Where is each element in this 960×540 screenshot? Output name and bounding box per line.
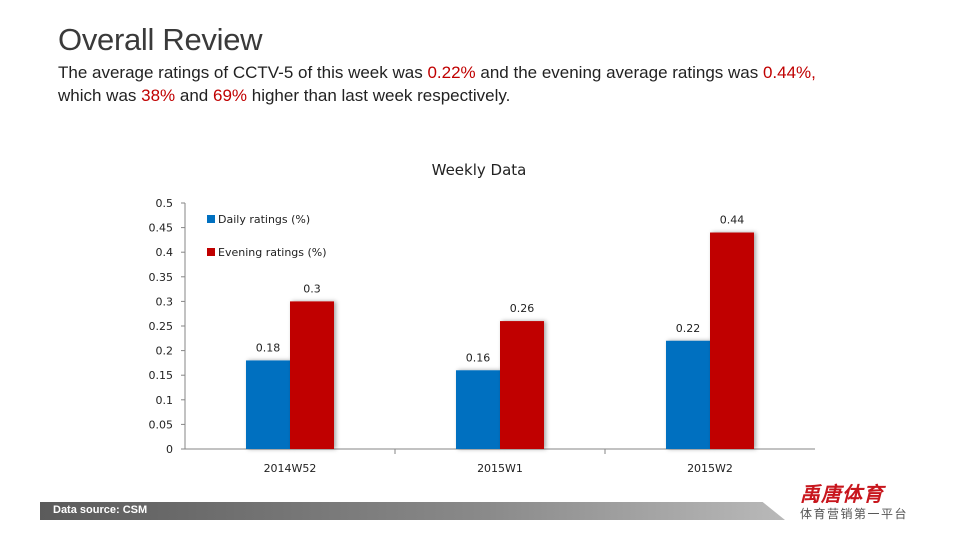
y-tick-label: 0.25 [149,320,174,333]
bar-value-label: 0.44 [720,214,745,227]
daily-average-value: 0.22% [427,63,476,82]
legend-swatch-evening [207,248,215,256]
y-tick-label: 0.45 [149,222,174,235]
evening-bar [500,321,544,449]
y-tick-label: 0.05 [149,418,174,431]
y-tick-label: 0.35 [149,271,174,284]
y-tick-label: 0.1 [156,394,174,407]
legend-label-evening: Evening ratings (%) [218,246,327,259]
daily-growth-value: 38% [141,86,176,105]
summary-text-part: and [175,86,213,105]
evening-average-value: 0.44%, [762,63,816,82]
data-source: Data source: CSM [53,504,148,516]
y-tick-label: 0.5 [156,197,174,210]
x-tick-label: 2015W1 [477,462,523,475]
y-tick-label: 0 [166,443,173,456]
bar-value-label: 0.26 [510,302,535,315]
bar-value-label: 0.22 [676,322,701,335]
brand-logo: 禹唐体育 体育营销第一平台 [800,484,910,522]
page-title: Overall Review [58,22,263,57]
y-tick-label: 0.3 [156,295,174,308]
footer-bar [40,502,785,520]
summary-text-part: and the evening average ratings was [475,63,763,82]
x-tick-label: 2015W2 [687,462,733,475]
summary-text: The average ratings of CCTV-5 of this we… [58,61,938,107]
brand-logo-tagline: 体育营销第一平台 [800,507,909,521]
summary-text-part: higher than last week respectively. [247,86,511,105]
bar-value-label: 0.16 [466,351,491,364]
legend-swatch-daily [207,215,215,223]
summary-text-part: The average ratings of CCTV-5 of this we… [58,63,428,82]
y-tick-label: 0.4 [156,246,174,259]
summary-text-part: which was [58,86,142,105]
daily-bar [666,340,710,449]
evening-bar [290,301,334,449]
legend-label-daily: Daily ratings (%) [218,213,310,226]
bar-value-label: 0.3 [303,282,321,295]
brand-logo-name: 禹唐体育 [800,484,884,506]
evening-growth-value: 69% [212,86,248,105]
y-tick-label: 0.2 [156,345,174,358]
chart-title: Weekly Data [432,161,527,179]
daily-bar [456,370,500,449]
daily-bar [246,360,290,449]
bar-value-label: 0.18 [256,341,281,354]
x-tick-label: 2014W52 [264,462,317,475]
y-tick-label: 0.15 [149,369,174,382]
evening-bar [710,232,754,449]
